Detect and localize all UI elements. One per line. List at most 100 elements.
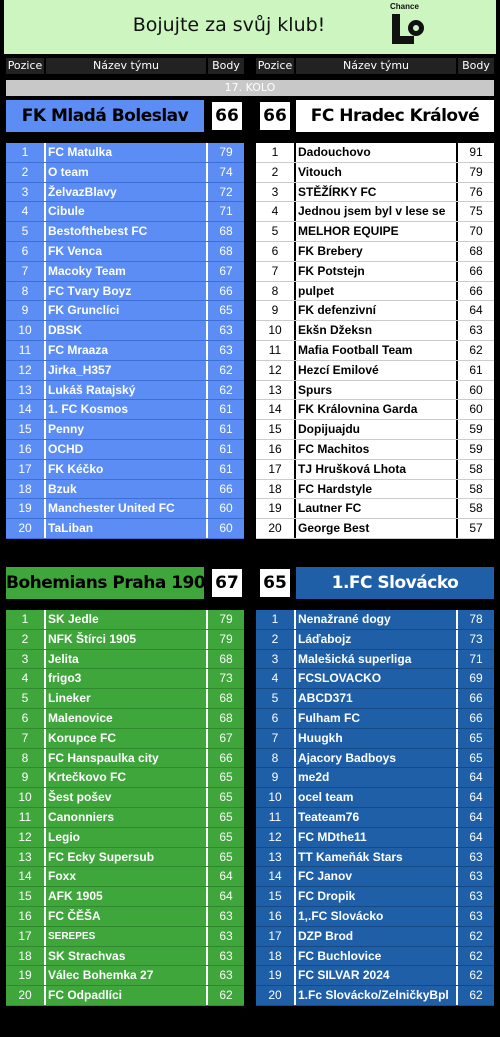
table-row: 4 frigo3 73 <box>6 669 244 690</box>
row-position: 9 <box>271 770 279 785</box>
column-divider <box>206 479 208 499</box>
table-row: 1 Dadouchovo 91 <box>256 143 494 163</box>
column-divider <box>44 887 46 906</box>
table-row: 3 ŽelvazBlavy 72 <box>6 182 244 203</box>
column-divider <box>456 629 458 649</box>
row-points: 63 <box>469 849 483 864</box>
column-divider <box>44 610 46 629</box>
row-points: 63 <box>469 323 483 338</box>
row-position: 7 <box>271 263 279 278</box>
column-divider <box>456 689 458 708</box>
row-position: 20 <box>18 988 32 1003</box>
row-position: 18 <box>268 481 282 496</box>
column-divider <box>44 519 46 538</box>
column-divider <box>206 499 208 519</box>
row-points: 69 <box>469 671 483 686</box>
column-divider <box>294 380 296 400</box>
table-row: 12 Legio 65 <box>6 827 244 848</box>
row-points: 62 <box>469 968 483 983</box>
header-name-right: Název týmu <box>296 58 456 74</box>
row-points: 70 <box>469 224 483 239</box>
column-divider <box>206 926 208 946</box>
table-row: 19 Lautner FC 58 <box>256 499 494 520</box>
column-divider <box>294 143 296 162</box>
row-points: 64 <box>469 790 483 805</box>
column-divider <box>44 459 46 479</box>
column-divider <box>456 867 458 887</box>
table-row: 18 FC Hardstyle 58 <box>256 479 494 500</box>
row-position: 6 <box>21 710 29 725</box>
table-row: 20 TaLiban 60 <box>6 519 244 539</box>
row-position: 3 <box>271 651 279 666</box>
column-divider <box>206 986 208 1005</box>
row-team-name: TJ Hrušková Lhota <box>298 461 407 476</box>
row-points: 60 <box>219 501 233 516</box>
row-team-name: FC MDthe11 <box>298 829 367 844</box>
row-team-name: SK Strachvas <box>48 948 126 963</box>
row-points: 62 <box>219 988 233 1003</box>
row-position: 14 <box>268 402 282 417</box>
column-divider <box>44 906 46 926</box>
column-divider <box>456 926 458 946</box>
row-position: 16 <box>18 908 32 923</box>
row-position: 17 <box>268 461 282 476</box>
row-position: 3 <box>21 651 29 666</box>
row-team-name: frigo3 <box>48 671 82 686</box>
column-divider <box>206 162 208 182</box>
column-divider <box>294 261 296 281</box>
column-divider <box>44 281 46 301</box>
table-row: 19 FC SILVAR 2024 62 <box>256 966 494 987</box>
row-points: 64 <box>219 869 233 884</box>
row-team-name: FC Hanspaulka city <box>48 750 159 765</box>
row-points: 61 <box>219 422 233 437</box>
table-row: 1 Nenažrané dogy 78 <box>256 610 494 630</box>
table-row: 5 MELHOR EQUIPE 70 <box>256 222 494 242</box>
row-position: 4 <box>21 204 29 219</box>
row-position: 13 <box>268 382 282 397</box>
row-points: 91 <box>469 145 483 159</box>
column-divider <box>294 439 296 459</box>
table-row: 20 George Best 57 <box>256 519 494 539</box>
row-points: 72 <box>219 184 233 199</box>
column-divider <box>206 768 208 788</box>
table-row: 6 FK Venca 68 <box>6 241 244 262</box>
row-points: 59 <box>469 441 483 456</box>
row-team-name: Lukáš Ratajský <box>48 382 136 397</box>
row-position: 8 <box>271 750 279 765</box>
row-position: 17 <box>268 928 282 943</box>
table-row: 15 Penny 61 <box>6 420 244 440</box>
column-divider <box>206 827 208 847</box>
row-team-name: Válec Bohemka 27 <box>48 968 154 983</box>
row-position: 15 <box>268 889 282 904</box>
row-position: 4 <box>271 671 279 686</box>
column-divider <box>206 459 208 479</box>
column-divider <box>456 420 458 439</box>
row-position: 11 <box>18 342 32 357</box>
row-team-name: ABCD371 <box>298 691 353 706</box>
row-position: 1 <box>21 612 29 626</box>
row-team-name: Šest pošev <box>48 790 112 805</box>
table-row: 13 FC Ecky Supersub 65 <box>6 847 244 868</box>
row-team-name: FK Potstejn <box>298 263 365 278</box>
column-divider <box>206 301 208 321</box>
row-points: 61 <box>469 362 483 377</box>
row-points: 73 <box>469 631 483 646</box>
row-position: 16 <box>268 908 282 923</box>
row-team-name: FC Tvary Boyz <box>48 283 132 298</box>
column-divider <box>206 847 208 867</box>
table-row: 19 Válec Bohemka 27 63 <box>6 966 244 987</box>
column-divider <box>206 649 208 669</box>
column-divider <box>456 261 458 281</box>
row-points: 63 <box>219 928 233 943</box>
row-points: 62 <box>469 928 483 943</box>
column-divider <box>44 768 46 788</box>
row-points: 59 <box>469 422 483 437</box>
row-position: 17 <box>18 461 32 476</box>
column-divider <box>456 400 458 420</box>
row-position: 11 <box>268 809 282 824</box>
column-divider <box>456 182 458 202</box>
column-divider <box>44 788 46 807</box>
row-position: 13 <box>18 849 32 864</box>
row-points: 68 <box>219 224 233 239</box>
column-divider <box>456 301 458 321</box>
